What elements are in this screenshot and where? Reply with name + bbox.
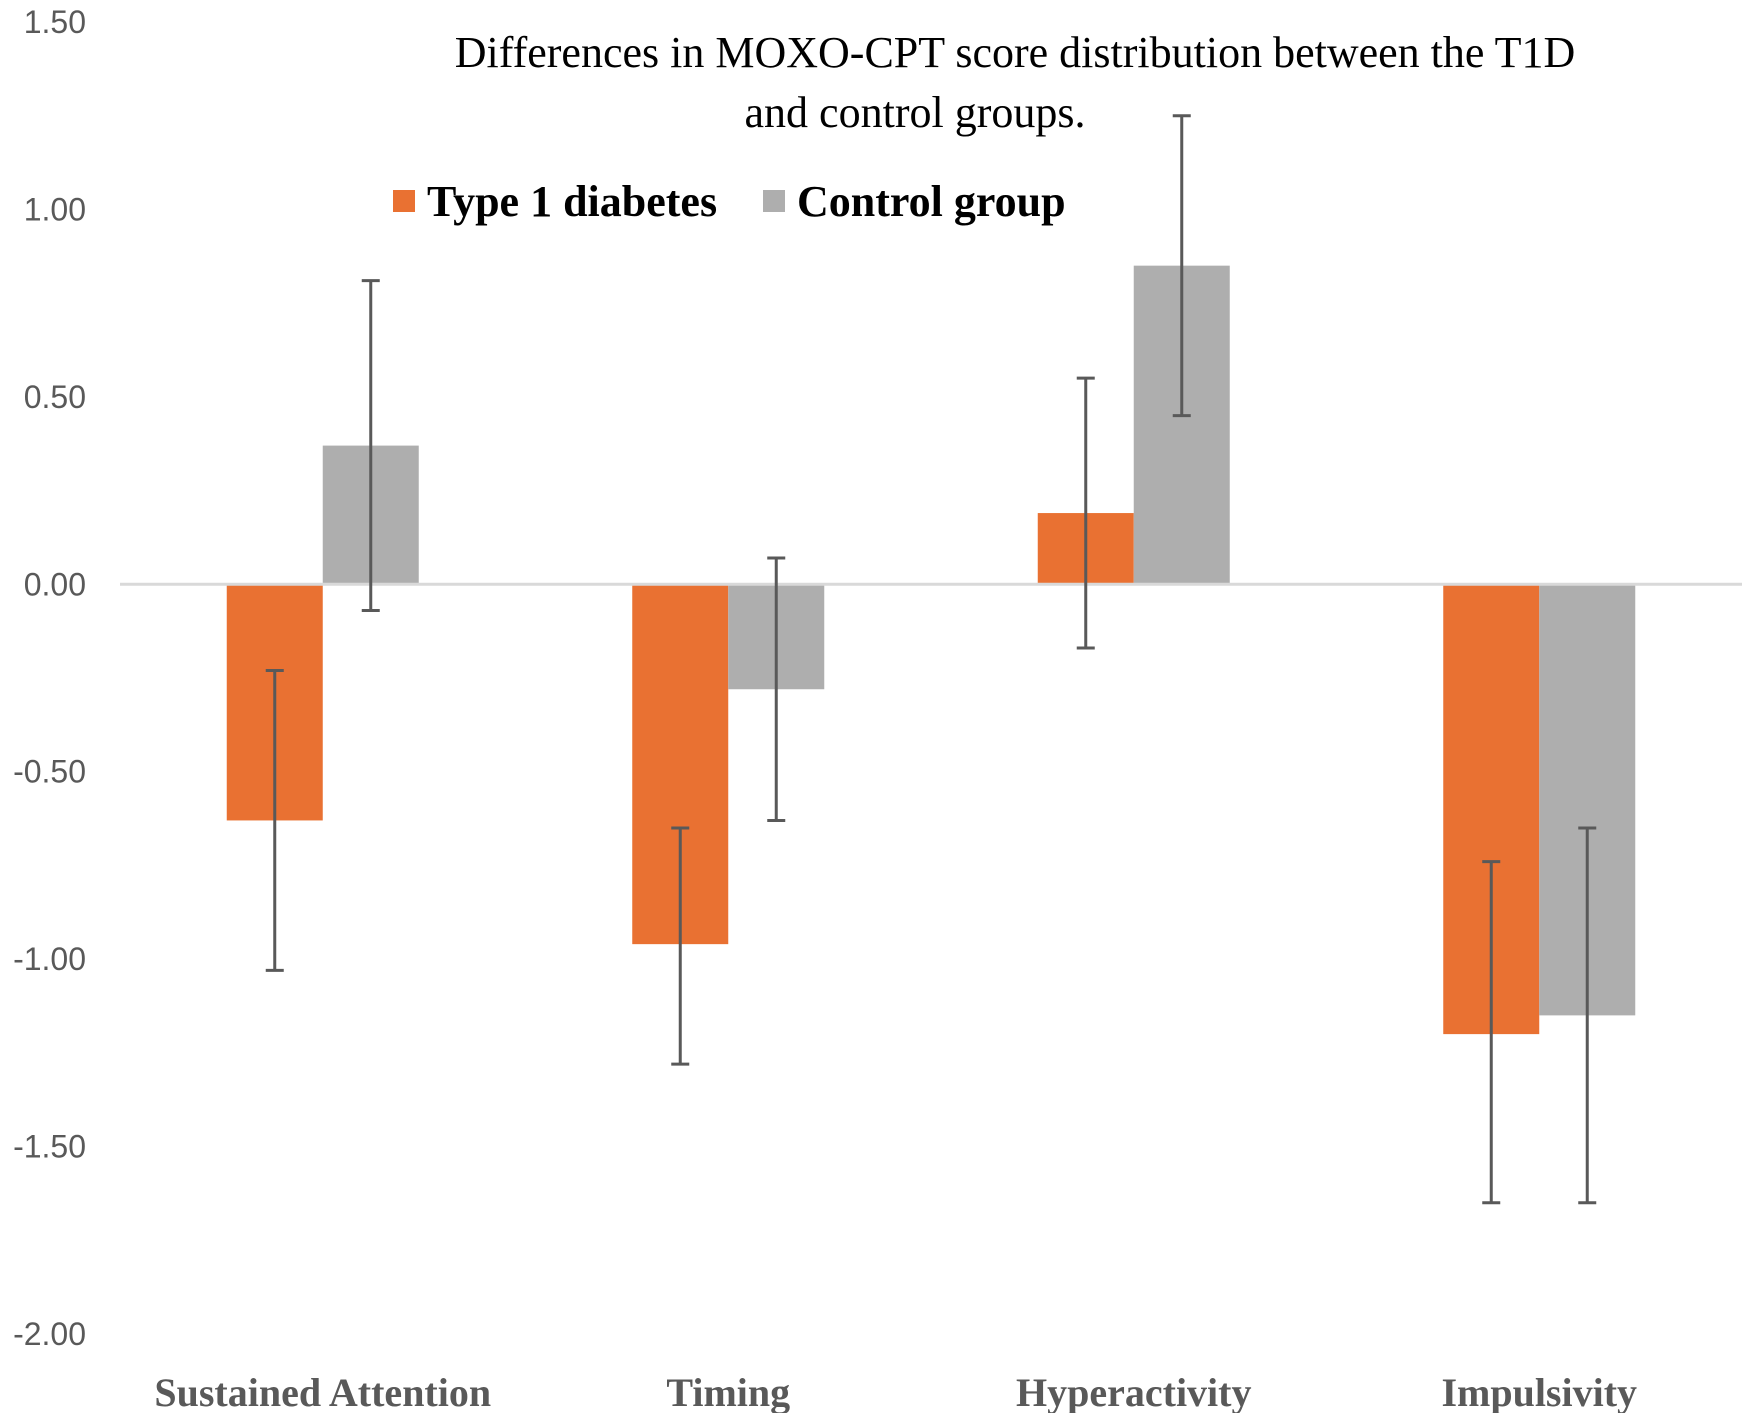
y-tick-label-2: 0.50 [24,379,86,415]
legend-label-type-1-diabetes: Type 1 diabetes [427,177,717,226]
error-bar-type-1-diabetes-hyperactivity [1076,376,1095,650]
error-bar-control-group-hyperactivity [1172,114,1191,418]
y-tick-label-5: -1.00 [13,941,86,977]
y-tick-label-1: 1.00 [24,191,86,227]
y-tick-label-7: -2.00 [13,1316,86,1352]
legend-swatch-control-group [763,190,785,212]
legend-label-control-group: Control group [797,177,1066,226]
error-bar-type-1-diabetes-sustained-attention [265,669,284,972]
error-bar-control-group-sustained-attention [361,279,380,613]
category-label-hyperactivity: Hyperactivity [1016,1370,1252,1413]
category-label-impulsivity: Impulsivity [1441,1370,1637,1413]
y-tick-label-4: -0.50 [13,754,86,790]
error-bars-layer [265,114,1597,1205]
chart-title-line-1: Differences in MOXO-CPT score distributi… [455,28,1576,77]
category-labels: Sustained Attention Timing Hyperactivity Im… [154,1370,1637,1413]
error-bar-control-group-timing [767,556,786,822]
category-label-sustained-attention: Sustained Attention [154,1370,491,1413]
error-bar-type-1-diabetes-impulsivity [1482,860,1501,1205]
y-tick-label-6: -1.50 [13,1129,86,1165]
chart-title-line-2: and control groups. [745,88,1086,137]
chart-title: Differences in MOXO-CPT score distributi… [455,28,1576,137]
y-tick-labels: 1.50 1.00 0.50 0.00 -0.50 -1.00 -1.50 -2.00 [13,4,86,1352]
y-tick-label-3: 0.00 [24,566,86,602]
y-tick-label-0: 1.50 [24,4,86,40]
error-bar-type-1-diabetes-timing [671,826,690,1066]
error-bar-control-group-impulsivity [1578,826,1597,1205]
bars-layer [226,265,1636,1035]
category-label-timing: Timing [666,1370,790,1413]
legend: Type 1 diabetes Control group [393,177,1066,226]
legend-swatch-type-1-diabetes [393,190,415,212]
